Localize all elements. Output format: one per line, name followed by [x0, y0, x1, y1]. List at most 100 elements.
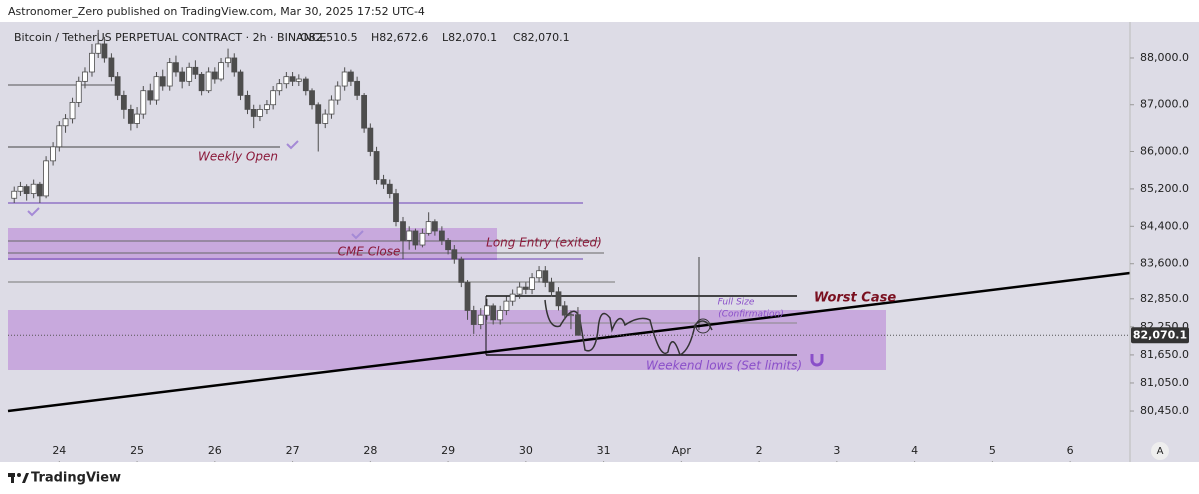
candle-body	[173, 62, 179, 73]
candle-body	[438, 230, 445, 241]
candle-body	[334, 85, 341, 101]
candle-body	[225, 57, 231, 64]
candle-body	[140, 90, 147, 115]
candle-body	[484, 305, 490, 316]
candle-body	[17, 186, 24, 192]
candle-body	[367, 127, 374, 152]
check-icon	[351, 230, 364, 240]
annotation: Full Size	[718, 298, 755, 308]
candle-body	[555, 291, 562, 307]
annotation: CME Close	[338, 245, 401, 259]
candles	[11, 29, 581, 336]
candle-body	[11, 190, 18, 199]
auto-button-label[interactable]: A	[1157, 446, 1164, 457]
candle-body	[36, 183, 43, 197]
candle-body	[380, 179, 387, 185]
last-price-tag	[1131, 327, 1189, 344]
candle-body	[198, 73, 205, 92]
candle-body	[159, 76, 166, 87]
candle-body	[354, 80, 361, 96]
candle-body	[50, 146, 56, 162]
publisher: Astronomer_Zero published on TradingView…	[8, 5, 425, 18]
brand-logo	[8, 473, 29, 483]
candle-body	[101, 43, 108, 59]
candle-body	[431, 221, 438, 232]
annotation: Worst Case	[814, 291, 896, 306]
candle-body	[548, 282, 555, 293]
candle-body	[179, 71, 186, 82]
candle-body	[75, 80, 82, 103]
candle-body	[127, 109, 134, 124]
x-tick-label: 4	[911, 444, 918, 457]
trend-line	[7, 271, 1131, 413]
y-tick-label: 81,650.0	[1140, 348, 1189, 361]
candle-body	[89, 52, 95, 73]
x-tick-label: Apr	[672, 444, 692, 457]
annotation: Weekly Open	[198, 150, 278, 164]
x-tick-label: 25	[130, 444, 144, 457]
candle-body	[412, 230, 419, 246]
candle-body	[400, 221, 406, 241]
ohlc-value: O82,510.5	[300, 31, 358, 44]
candle-body	[522, 286, 529, 290]
candle-body	[425, 221, 432, 234]
candle-body	[56, 125, 63, 148]
candle-body	[477, 314, 484, 325]
candle-body	[134, 113, 140, 124]
y-tick-label: 87,000.0	[1140, 98, 1189, 111]
x-tick-label: 31	[597, 444, 611, 457]
magnet-icon	[810, 354, 824, 367]
candle-body	[211, 71, 218, 80]
candle-body	[490, 305, 497, 321]
candle-body	[309, 90, 315, 106]
candle-body	[315, 104, 322, 124]
candle-body	[153, 76, 160, 101]
candle-body	[231, 57, 238, 73]
candle-body	[244, 94, 251, 110]
candle-body	[503, 300, 510, 311]
candle-body	[575, 314, 581, 336]
ohlc-value: H82,672.6	[371, 31, 428, 44]
candle-body	[361, 94, 368, 129]
annotation: Long Entry (exited)	[486, 236, 602, 250]
ohlc-value: C82,070.1	[513, 31, 570, 44]
annotation: Weekend lows (Set limits)	[646, 359, 802, 373]
candle-body	[536, 270, 542, 279]
candle-body	[264, 104, 270, 110]
candle-body	[445, 239, 451, 251]
x-tick-label: 30	[519, 444, 533, 457]
candle-body	[289, 76, 296, 82]
last-price-label: 82,070.1	[1133, 328, 1187, 341]
candle-body	[328, 99, 335, 115]
candle-body	[43, 160, 49, 197]
candle-body	[23, 186, 30, 194]
candle-body	[270, 90, 277, 106]
chart-title: Bitcoin / TetherUS PERPETUAL CONTRACT · …	[14, 31, 326, 44]
candle-body	[464, 282, 471, 311]
candle-body	[62, 118, 69, 127]
x-tick-label: 6	[1067, 444, 1074, 457]
candle-body	[95, 43, 102, 54]
candle-body	[470, 310, 477, 325]
y-tick-label: 81,050.0	[1140, 376, 1189, 389]
candle-body	[69, 101, 76, 120]
y-tick-label: 85,200.0	[1140, 182, 1189, 195]
x-tick-label: 26	[208, 444, 222, 457]
brand: TradingView	[31, 471, 121, 486]
candle-body	[30, 183, 37, 194]
candle-body	[205, 71, 212, 92]
y-tick-label: 83,600.0	[1140, 257, 1189, 270]
candle-body	[509, 293, 516, 302]
candle-body	[108, 57, 115, 78]
candle-body	[114, 76, 121, 96]
candle-body	[147, 90, 154, 101]
auto-button[interactable]	[1151, 442, 1169, 460]
candle-body	[568, 314, 574, 317]
y-tick-label: 84,400.0	[1140, 219, 1189, 232]
x-tick-label: 5	[989, 444, 996, 457]
candle-body	[192, 66, 199, 75]
candle-body	[406, 230, 413, 241]
candle-body	[295, 78, 302, 82]
drawings: Bitcoin / TetherUS PERPETUAL CONTRACT · …	[7, 31, 1131, 413]
